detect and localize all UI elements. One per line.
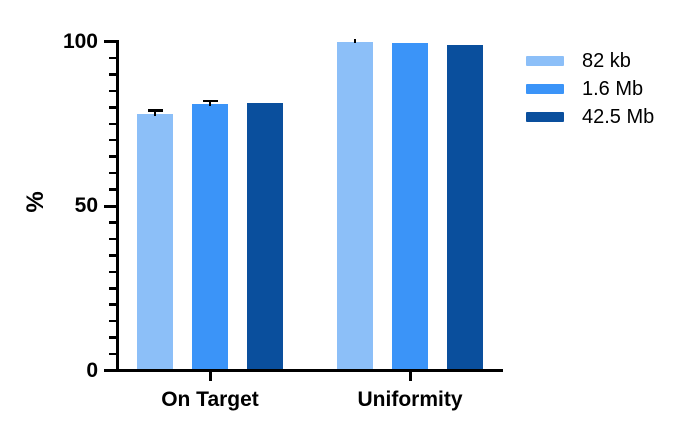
x-axis-line [116,369,503,372]
y-minor-tick [109,171,116,175]
legend: 82 kb 1.6 Mb 42.5 Mb [526,47,654,131]
y-minor-tick [109,287,116,290]
bar-uniformity-1.6-Mb [392,43,428,371]
y-minor-tick [109,138,116,142]
x-category-label: On Target [161,388,259,411]
x-category-label: Uniformity [357,388,463,411]
legend-label: 82 kb [582,50,631,72]
bar-on-target-42.5-Mb [247,103,283,371]
error-bar-stem [153,110,157,116]
legend-label: 42.5 Mb [582,106,655,128]
y-major-tick [104,369,116,372]
y-major-tick [104,204,116,208]
x-category-tick [208,372,212,381]
legend-label: 1.6 Mb [582,78,644,100]
y-minor-tick [109,336,116,339]
y-minor-tick [109,352,116,356]
legend-swatch-icon [526,84,564,94]
y-minor-tick [109,73,116,76]
y-minor-tick [109,188,116,191]
y-minor-tick [109,237,116,241]
legend-item: 1.6 Mb [526,75,654,103]
bar-on-target-82-kb [137,113,173,371]
legend-item: 82 kb [526,47,654,75]
y-minor-tick [109,221,116,224]
y-minor-tick [109,155,116,158]
error-bar-stem [353,38,357,44]
legend-swatch-icon [526,112,564,122]
x-category-tick [408,372,412,381]
y-tick-label: 50 [74,194,98,217]
y-minor-tick [109,270,116,274]
error-bar-cap [202,99,218,103]
y-minor-tick [109,303,116,306]
y-minor-tick [109,89,116,93]
y-minor-tick [109,319,116,323]
y-minor-tick [109,106,116,109]
y-minor-tick [109,56,116,60]
error-bar-cap [147,109,163,112]
legend-swatch-icon [526,56,564,66]
y-tick-label: 0 [86,358,98,382]
y-minor-tick [109,254,116,257]
error-bar-stem [208,101,212,106]
bar-uniformity-42.5-Mb [447,45,483,371]
y-minor-tick [109,122,116,125]
bar-on-target-1.6-Mb [192,104,228,371]
y-major-tick [104,40,116,43]
bar-uniformity-82-kb [337,41,373,371]
y-axis-line [116,40,119,372]
y-tick-label: 100 [62,29,98,53]
legend-item: 42.5 Mb [526,103,654,131]
